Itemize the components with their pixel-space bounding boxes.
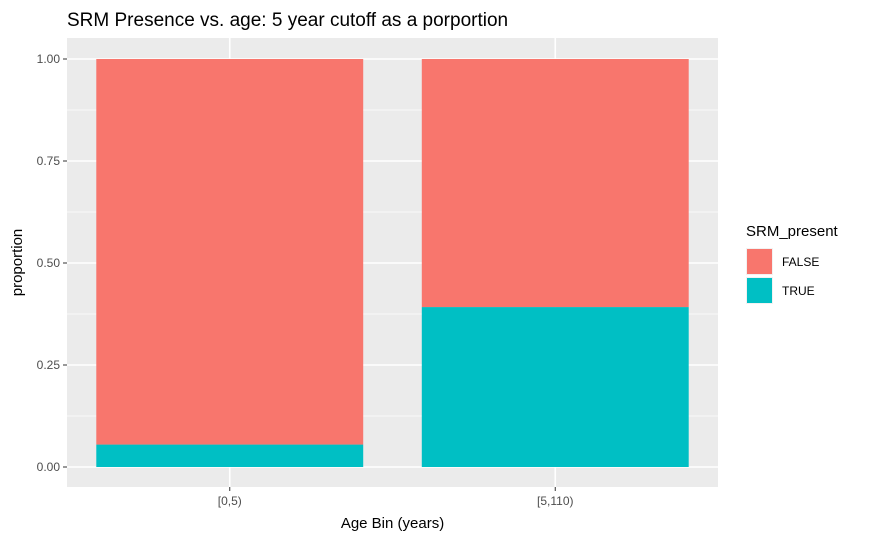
bar-true-1 (421, 307, 689, 467)
legend-title: SRM_present (746, 223, 839, 240)
legend-swatch-true (747, 278, 772, 303)
y-tick-label: 0.25 (37, 358, 61, 372)
legend-swatch-false (747, 249, 772, 274)
x-tick-label: [0,5) (218, 494, 242, 508)
legend: FALSE TRUE (746, 248, 819, 304)
legend-label-false: FALSE (782, 255, 819, 269)
bars-layer (96, 59, 689, 467)
x-axis-title: Age Bin (years) (341, 515, 444, 532)
legend-label-true: TRUE (782, 284, 815, 298)
bar-false-1 (421, 59, 689, 308)
y-tick-label: 0.75 (37, 154, 61, 168)
y-axis-title: proportion (9, 229, 26, 297)
bar-true-0 (96, 444, 364, 467)
y-tick-label: 1.00 (37, 52, 61, 66)
chart-title: SRM Presence vs. age: 5 year cutoff as a… (67, 10, 508, 31)
y-tick-label: 0.50 (37, 256, 61, 270)
bar-false-0 (96, 59, 364, 445)
axis-layer: 0.00 0.25 0.50 0.75 1.00 [0,5) [5,110) (37, 52, 574, 508)
y-tick-label: 0.00 (37, 460, 61, 474)
x-tick-label: [5,110) (537, 494, 573, 508)
